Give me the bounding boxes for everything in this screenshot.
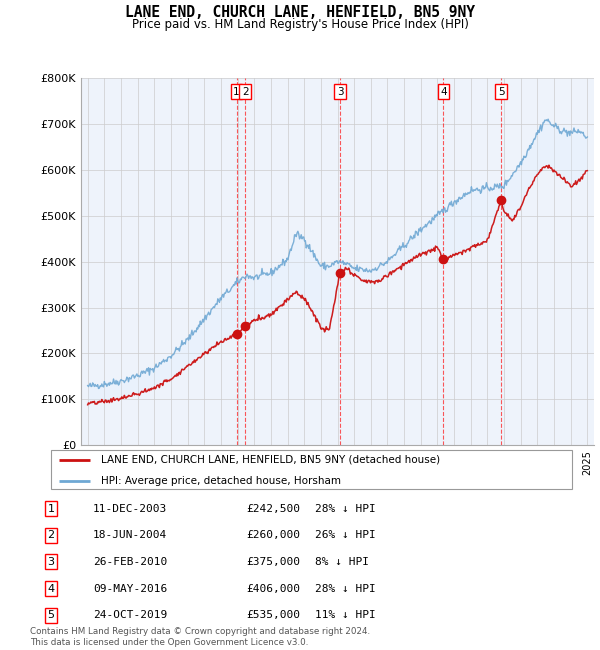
Text: LANE END, CHURCH LANE, HENFIELD, BN5 9NY (detached house): LANE END, CHURCH LANE, HENFIELD, BN5 9NY… — [101, 455, 440, 465]
Text: £260,000: £260,000 — [246, 530, 300, 540]
Text: 11-DEC-2003: 11-DEC-2003 — [93, 504, 167, 514]
Text: Price paid vs. HM Land Registry's House Price Index (HPI): Price paid vs. HM Land Registry's House … — [131, 18, 469, 31]
Text: 3: 3 — [47, 557, 55, 567]
Text: 5: 5 — [498, 86, 505, 97]
Text: Contains HM Land Registry data © Crown copyright and database right 2024.
This d: Contains HM Land Registry data © Crown c… — [30, 627, 370, 647]
Text: 28% ↓ HPI: 28% ↓ HPI — [315, 584, 376, 593]
Text: 3: 3 — [337, 86, 343, 97]
Text: £535,000: £535,000 — [246, 610, 300, 620]
Text: 5: 5 — [47, 610, 55, 620]
Text: 4: 4 — [47, 584, 55, 593]
Text: 09-MAY-2016: 09-MAY-2016 — [93, 584, 167, 593]
Text: 1: 1 — [233, 86, 240, 97]
Text: £406,000: £406,000 — [246, 584, 300, 593]
Text: 2: 2 — [242, 86, 248, 97]
Text: 18-JUN-2004: 18-JUN-2004 — [93, 530, 167, 540]
Text: 4: 4 — [440, 86, 447, 97]
Text: 8% ↓ HPI: 8% ↓ HPI — [315, 557, 369, 567]
Text: 24-OCT-2019: 24-OCT-2019 — [93, 610, 167, 620]
Text: £375,000: £375,000 — [246, 557, 300, 567]
Text: 26% ↓ HPI: 26% ↓ HPI — [315, 530, 376, 540]
Text: 1: 1 — [47, 504, 55, 514]
FancyBboxPatch shape — [50, 450, 572, 489]
Text: 28% ↓ HPI: 28% ↓ HPI — [315, 504, 376, 514]
Text: 2: 2 — [47, 530, 55, 540]
Text: 11% ↓ HPI: 11% ↓ HPI — [315, 610, 376, 620]
Text: LANE END, CHURCH LANE, HENFIELD, BN5 9NY: LANE END, CHURCH LANE, HENFIELD, BN5 9NY — [125, 5, 475, 20]
Text: 26-FEB-2010: 26-FEB-2010 — [93, 557, 167, 567]
Text: HPI: Average price, detached house, Horsham: HPI: Average price, detached house, Hors… — [101, 476, 341, 486]
Text: £242,500: £242,500 — [246, 504, 300, 514]
